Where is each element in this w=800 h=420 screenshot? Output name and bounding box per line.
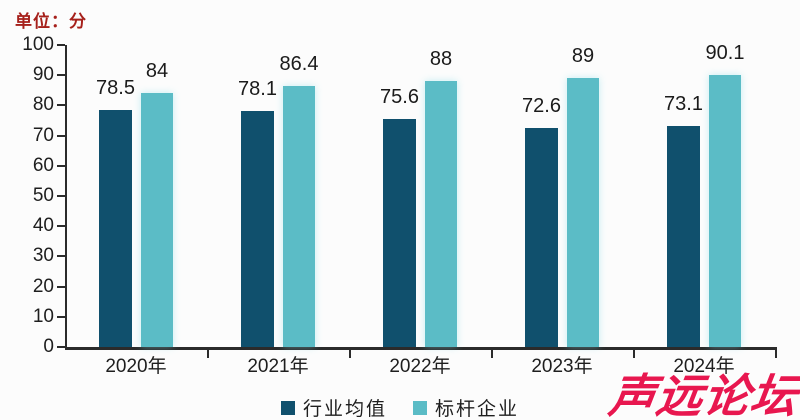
legend-swatch xyxy=(280,400,295,415)
y-axis-tick xyxy=(57,346,65,348)
x-axis-label: 2023年 xyxy=(531,356,593,377)
value-label: 86.4 xyxy=(279,53,319,76)
y-axis-tick xyxy=(57,255,65,258)
x-axis-tick xyxy=(633,350,635,358)
legend: 行业均值 标杆企业 xyxy=(0,394,800,420)
y-axis-label: 90 xyxy=(32,64,54,86)
bar-行业均值-2024年 xyxy=(667,126,700,347)
watermark-logo: 声远论坛 xyxy=(605,370,800,420)
y-axis-tick xyxy=(57,195,65,197)
x-axis-label: 2020年 xyxy=(105,356,167,377)
y-axis-tick xyxy=(57,285,65,288)
bar-行业均值-2021年 xyxy=(241,111,274,347)
unit-label: 单位：分 xyxy=(15,12,87,31)
y-axis-tick xyxy=(57,225,65,228)
bar-行业均值-2020年 xyxy=(99,109,132,347)
x-axis-line xyxy=(65,347,777,350)
value-label: 78.1 xyxy=(238,78,277,101)
x-axis-tick xyxy=(349,350,351,358)
y-axis-tick xyxy=(57,315,65,318)
value-label: 90.1 xyxy=(705,41,745,64)
y-axis-tick xyxy=(57,104,65,107)
x-axis-tick xyxy=(775,350,777,358)
bar-标杆企业-2022年 xyxy=(425,81,457,347)
y-axis-tick xyxy=(57,164,65,167)
bar-标杆企业-2020年 xyxy=(141,93,173,347)
y-axis-tick xyxy=(57,44,65,46)
x-axis-label: 2024年 xyxy=(673,356,735,377)
bar-标杆企业-2021年 xyxy=(283,86,315,347)
bar-行业均值-2022年 xyxy=(383,118,416,347)
value-label: 73.1 xyxy=(664,93,703,116)
x-axis-label: 2021年 xyxy=(247,356,309,377)
y-axis-label: 10 xyxy=(32,305,54,327)
y-axis-label: 40 xyxy=(32,215,54,237)
y-axis-label: 0 xyxy=(43,336,54,357)
y-axis-label: 70 xyxy=(32,124,54,146)
bar-标杆企业-2023年 xyxy=(567,78,599,347)
y-axis-line xyxy=(65,45,67,350)
y-axis-label: 100 xyxy=(22,34,54,55)
legend-item-标杆企业: 标杆企业 xyxy=(413,394,519,420)
value-label: 72.6 xyxy=(522,94,561,117)
bar-行业均值-2023年 xyxy=(525,127,558,347)
value-label: 89 xyxy=(571,45,595,68)
y-axis-tick xyxy=(57,74,65,77)
legend-label: 行业均值 xyxy=(302,399,387,420)
value-label: 78.5 xyxy=(96,76,135,99)
y-axis-label: 30 xyxy=(32,245,54,267)
x-axis-tick xyxy=(207,350,209,358)
y-axis-tick xyxy=(57,134,65,137)
bar-标杆企业-2024年 xyxy=(709,74,741,347)
y-axis-label: 50 xyxy=(32,185,54,206)
y-axis-label: 60 xyxy=(32,154,54,176)
legend-item-行业均值: 行业均值 xyxy=(280,394,387,420)
value-label: 84 xyxy=(145,60,169,83)
legend-label: 标杆企业 xyxy=(435,399,520,420)
x-axis-label: 2022年 xyxy=(389,356,451,377)
y-axis-label: 20 xyxy=(32,275,54,297)
value-label: 75.6 xyxy=(380,85,419,108)
legend-swatch xyxy=(413,400,427,415)
x-axis-tick xyxy=(491,350,493,358)
value-label: 88 xyxy=(429,48,453,71)
y-axis-label: 80 xyxy=(32,94,54,116)
